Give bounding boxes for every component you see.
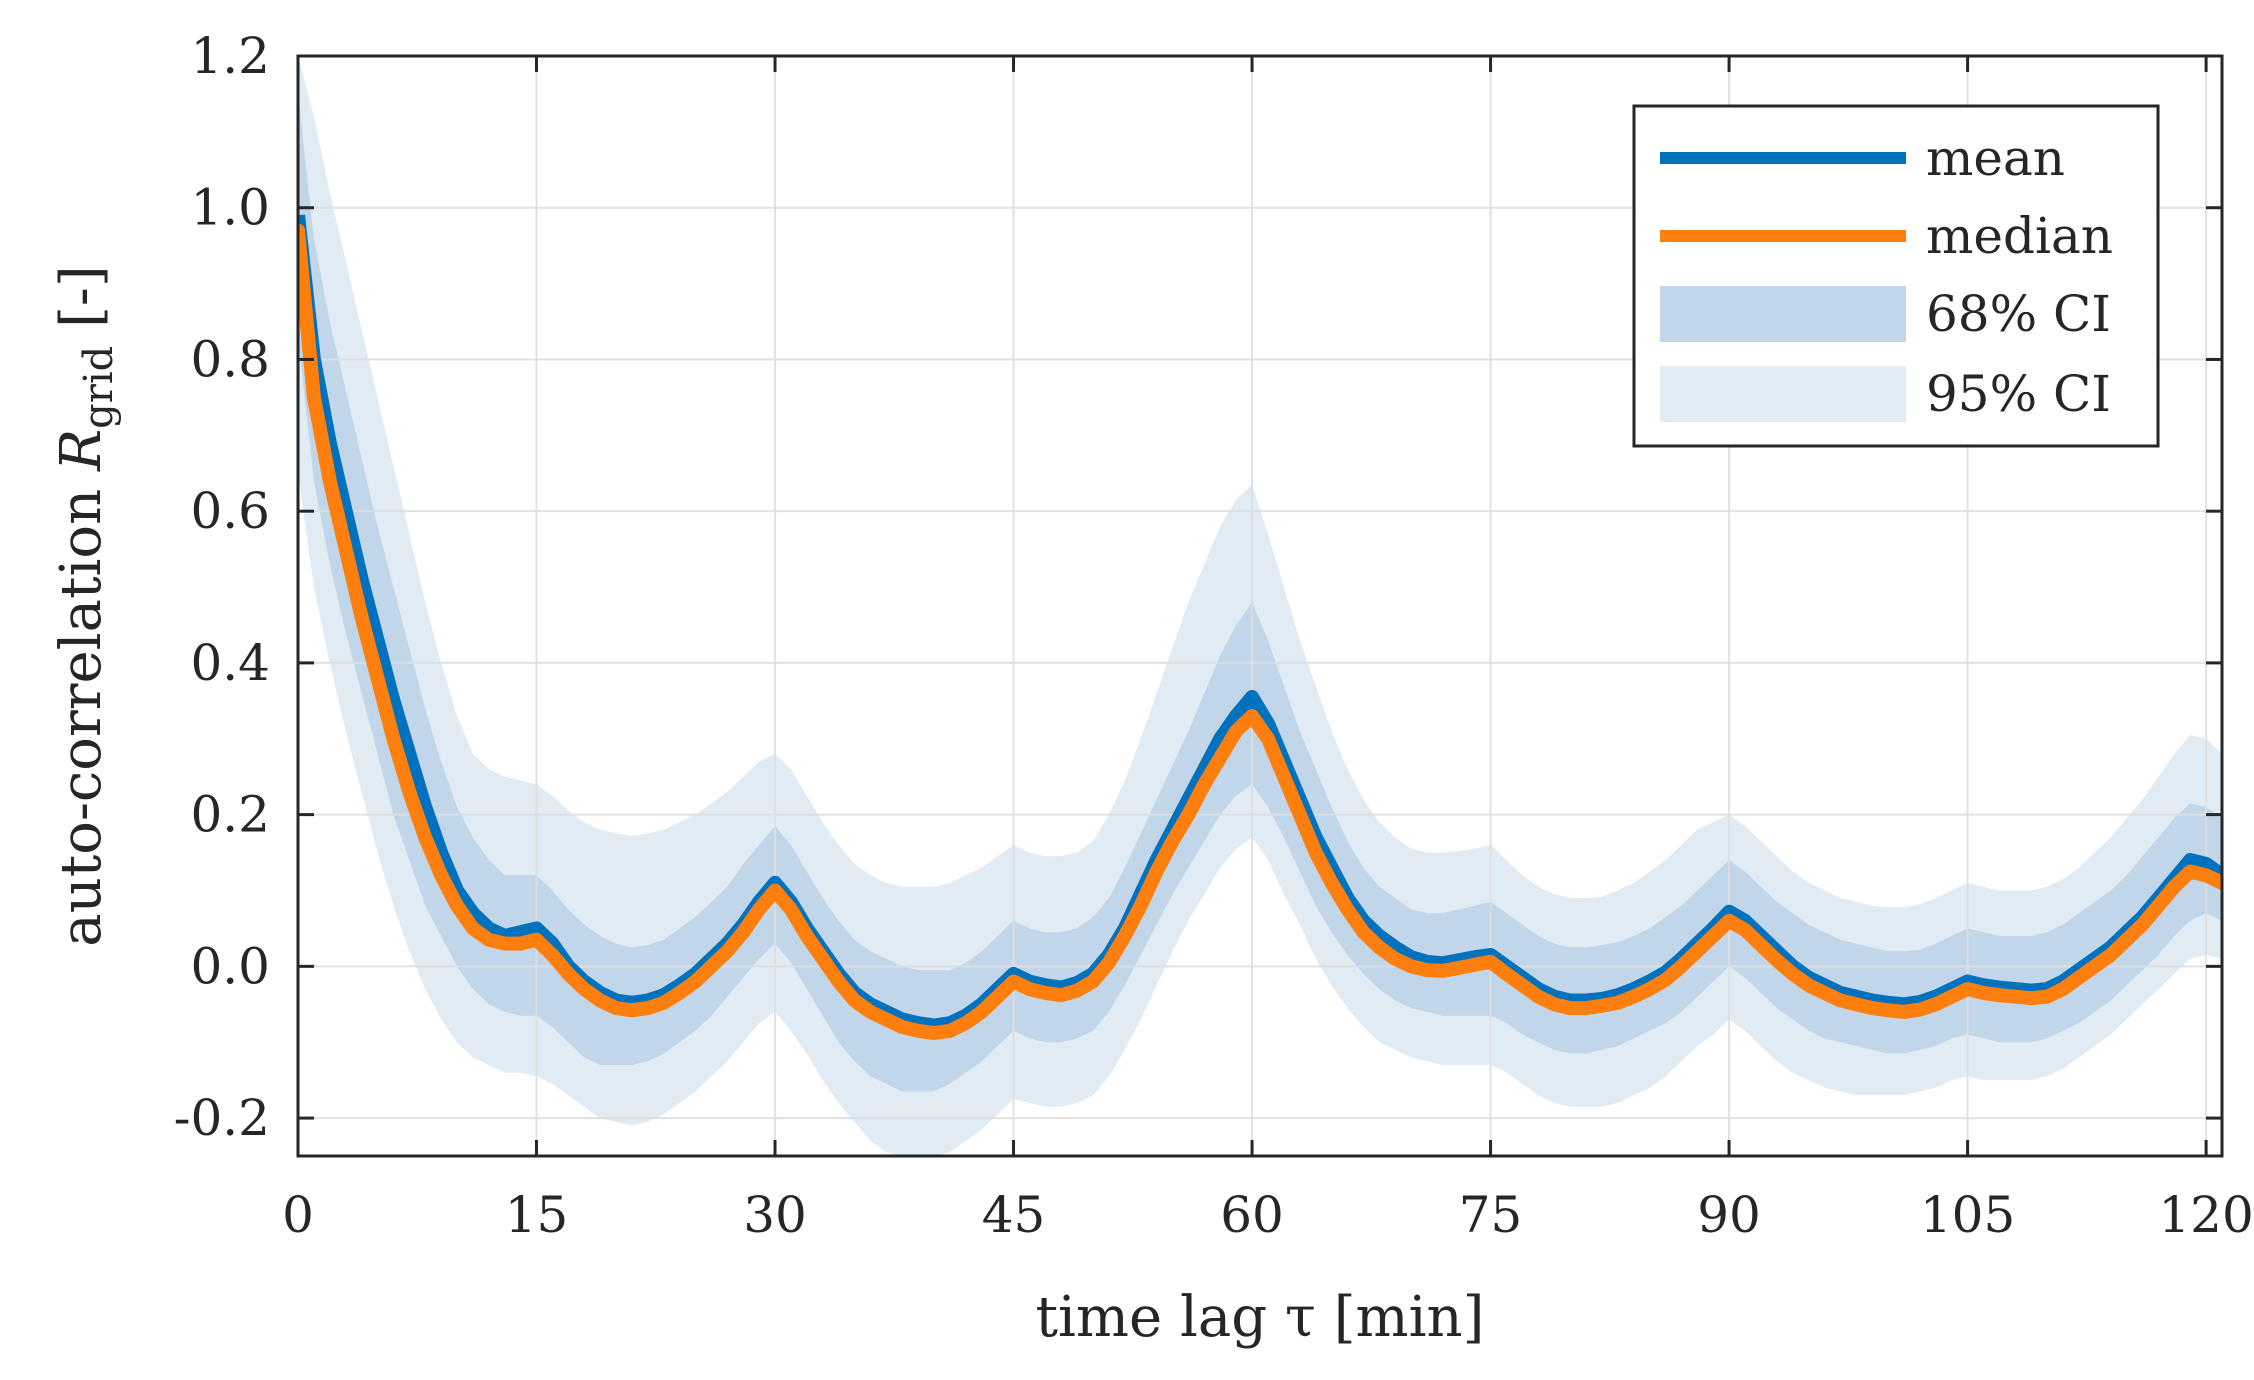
x-tick-label: 45 xyxy=(982,1186,1046,1244)
y-tick-label: -0.2 xyxy=(174,1089,270,1147)
series-mean-line xyxy=(298,214,2222,1033)
plot-area-border xyxy=(296,54,2224,1158)
x-tick-label: 90 xyxy=(1697,1186,1761,1244)
y-tick-label: 0.2 xyxy=(190,786,270,844)
x-tick-label: 105 xyxy=(1920,1186,2015,1244)
y-axis-title-unit: [-] xyxy=(49,265,114,345)
x-tick-label: 75 xyxy=(1459,1186,1523,1244)
y-tick-label: 0.4 xyxy=(190,634,270,692)
legend-ci95-swatch xyxy=(1660,366,1906,422)
legend-mean-label: mean xyxy=(1926,129,2065,187)
x-tick-label: 60 xyxy=(1220,1186,1284,1244)
x-tick-label: 15 xyxy=(505,1186,569,1244)
y-tick-label: 1.0 xyxy=(190,179,270,237)
y-axis-title: auto-correlation Rgrid [-] xyxy=(49,265,122,946)
x-axis-title: time lag τ [min] xyxy=(1036,1285,1485,1350)
y-axis-title-text: auto-correlation xyxy=(49,471,114,947)
ci68-band xyxy=(298,93,2222,1092)
y-axis-title-subscript: grid xyxy=(76,346,122,429)
x-tick-label: 0 xyxy=(282,1186,314,1244)
x-tick-label: 120 xyxy=(2158,1186,2253,1244)
series-median-line xyxy=(298,223,2222,1041)
legend-ci68-swatch xyxy=(1660,286,1906,342)
legend-ci68-label: 68% CI xyxy=(1926,285,2111,343)
legend-median-label: median xyxy=(1926,207,2113,265)
y-axis-title-symbol: R xyxy=(49,429,114,472)
y-tick-label: 0.8 xyxy=(190,330,270,388)
ci68-band-layer xyxy=(298,93,2222,1092)
y-tick-label: 0.0 xyxy=(190,937,270,995)
x-tick-label: 30 xyxy=(743,1186,807,1244)
tick-layer: 0 15 30 45 60 75 90 105 120 -0.2 0.0 0.2 0.4 0.6 0.8 1.… xyxy=(174,27,2254,1244)
series-layer xyxy=(298,214,2222,1041)
y-tick-label: 1.2 xyxy=(190,27,270,85)
y-tick-label: 0.6 xyxy=(190,482,270,540)
legend: mean median 68% CI 95% CI xyxy=(1632,104,2160,448)
legend-ci95-label: 95% CI xyxy=(1926,365,2111,423)
